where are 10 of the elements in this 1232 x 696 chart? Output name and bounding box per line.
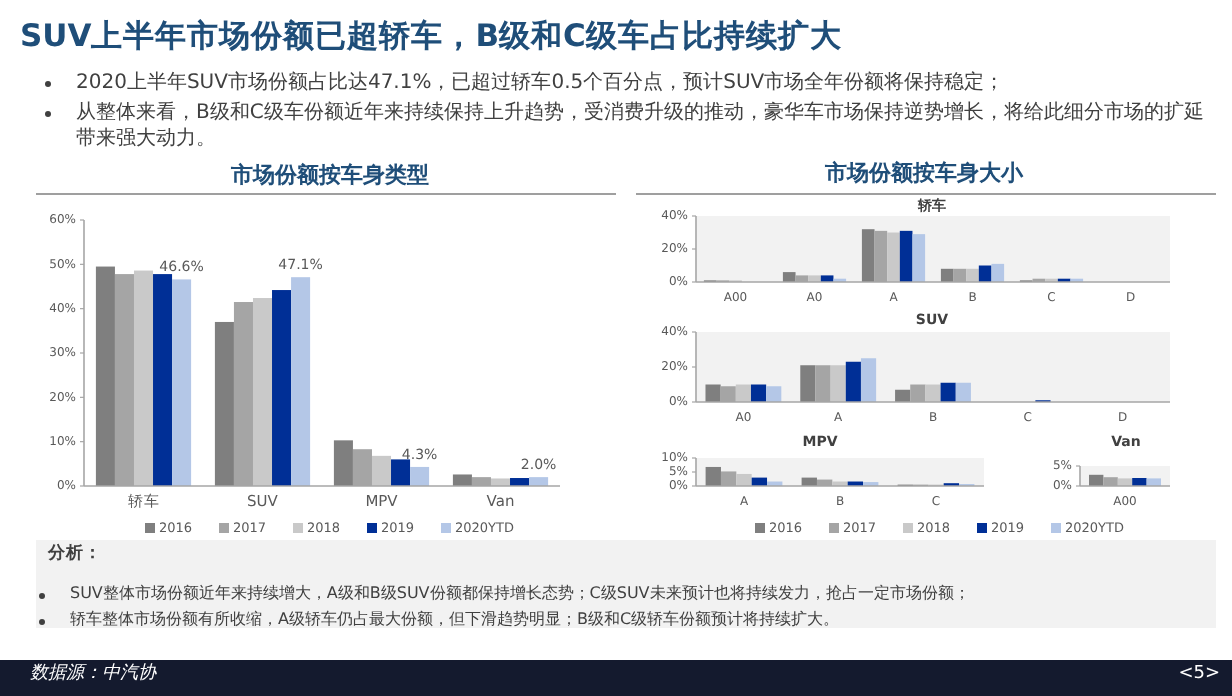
text: 分析： bbox=[48, 544, 104, 567]
text: SUV整体市场份额近年来持续增大，A级和B级SUV份额都保持增长态势；C级SUV未来预计也将持续发力，抢占一定市场份额； bbox=[70, 584, 972, 605]
text: 从整体来看，B级和C级车份额近年来持续保持上升趋势，受消费升级的推动，豪华车市场保持逆势增长，将给此细分市场的扩延带来强大动力。 bbox=[76, 100, 1206, 152]
text: 市场份额按车身大小 bbox=[823, 160, 1025, 189]
text: 数据源：中汽协 bbox=[30, 664, 159, 688]
text: <5> bbox=[1176, 664, 1220, 688]
chart-title: 市场份额按车身类型 bbox=[229, 162, 429, 189]
text: SUV上半年市场份额已超轿车，B级和C级车占比持续扩大 bbox=[20, 16, 844, 57]
text: 2020上半年SUV市场份额占比达47.1%，已超过轿车0.5个百分点，预计SUV市场全年份额将保持稳定； bbox=[76, 70, 1007, 96]
text: 轿车整体市场份额有所收缩，A级轿车仍占最大份额，但下滑趋势明显；B级和C级轿车份额预计将持续扩大。 bbox=[70, 610, 842, 631]
